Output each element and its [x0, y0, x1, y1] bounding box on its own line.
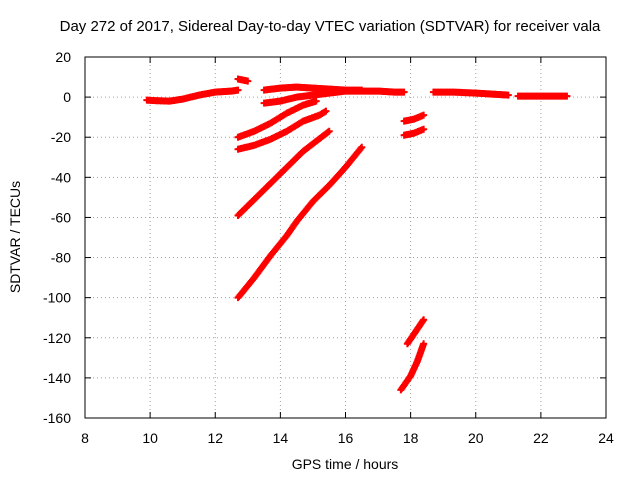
data-point [420, 125, 428, 133]
chart-title: Day 272 of 2017, Sidereal Day-to-day VTE… [60, 18, 601, 35]
x-tick-label: 14 [273, 430, 289, 446]
data-series-track-11 [403, 316, 428, 348]
x-tick-label: 24 [598, 430, 614, 446]
y-tick-label: 0 [63, 89, 71, 105]
x-tick-label: 8 [81, 430, 89, 446]
data-point [312, 97, 320, 105]
data-series-track-7 [234, 127, 333, 219]
y-tick-label: -120 [43, 330, 71, 346]
data-series-track-9 [400, 111, 428, 125]
data-series-track-2 [234, 75, 252, 85]
x-tick-label: 10 [142, 430, 158, 446]
data-series-track-1 [143, 86, 242, 105]
x-tick-label: 18 [403, 430, 419, 446]
x-tick-label: 22 [533, 430, 549, 446]
y-tick-label: -40 [51, 169, 71, 185]
data-series-track-12 [397, 340, 428, 394]
data-points [143, 75, 571, 394]
y-tick-label: -60 [51, 209, 71, 225]
x-tick-label: 16 [338, 430, 354, 446]
data-point [504, 91, 512, 99]
axis-ticks [84, 56, 607, 419]
y-axis-label: SDTVAR / TECUs [7, 181, 23, 293]
data-series-track-14 [514, 92, 571, 100]
y-tick-label: -80 [51, 250, 71, 266]
data-point [420, 111, 428, 119]
data-series-track-6 [234, 107, 330, 153]
y-tick-label: -140 [43, 370, 71, 386]
data-point [244, 77, 252, 85]
y-tick-label: -100 [43, 290, 71, 306]
grid-lines [85, 57, 606, 418]
y-tick-label: 20 [55, 49, 71, 65]
data-point [420, 340, 428, 348]
data-point [420, 316, 428, 324]
x-axis-label: GPS time / hours [292, 456, 399, 472]
data-series-track-4 [260, 87, 408, 107]
y-tick-label: -20 [51, 129, 71, 145]
x-tick-label: 20 [468, 430, 484, 446]
data-point [400, 88, 408, 96]
data-series-track-13 [429, 88, 512, 99]
data-point [325, 127, 333, 135]
data-point [563, 92, 571, 100]
x-tick-labels: 8 10 12 14 16 18 20 22 24 [81, 430, 614, 446]
data-point [322, 107, 330, 115]
data-point [358, 143, 366, 151]
data-point [234, 86, 242, 94]
y-tick-label: -160 [43, 410, 71, 426]
data-series-track-5 [234, 97, 320, 141]
data-series-track-10 [400, 125, 428, 139]
y-tick-labels: 20 0 -20 -40 -60 -80 -100 -120 -140 -160 [43, 49, 71, 426]
data-series-track-8 [234, 143, 366, 302]
x-tick-label: 12 [207, 430, 223, 446]
